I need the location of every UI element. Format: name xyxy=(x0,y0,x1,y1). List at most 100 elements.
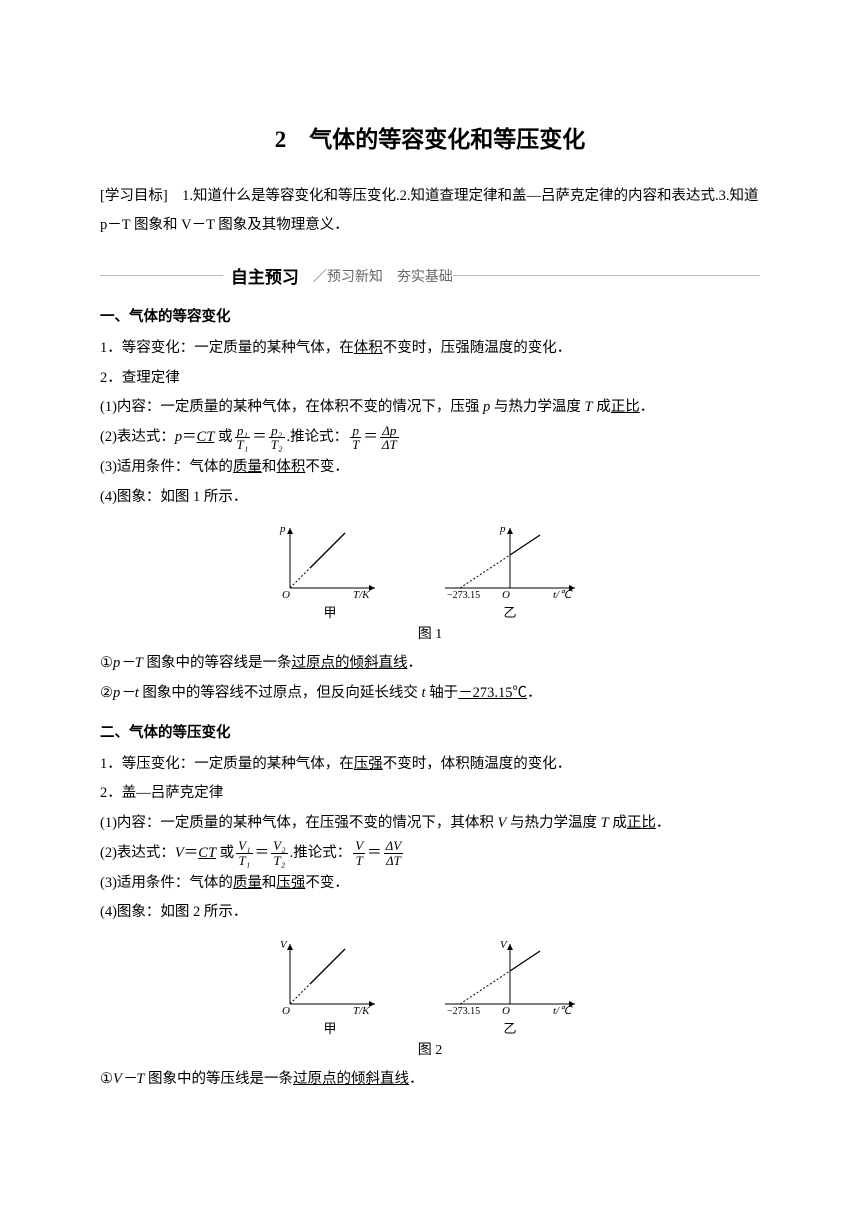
s1-p1: 1．等容变化：一定质量的某种气体，在体积不变时，压强随温度的变化． xyxy=(100,334,760,364)
s2-p2: 2．盖—吕萨克定律 xyxy=(100,779,760,809)
frac-den: T xyxy=(353,854,365,868)
text: ． xyxy=(656,815,671,831)
frac-num: p xyxy=(350,424,361,439)
frac-den: ΔT xyxy=(380,438,399,452)
sub-caption-jia: 甲 xyxy=(275,602,385,621)
text: ． xyxy=(527,685,542,701)
svg-text:t/℃: t/℃ xyxy=(553,1005,573,1016)
text: ． xyxy=(409,1071,424,1087)
s1-p3: (1)内容：一定质量的某种气体，在体积不变的情况下，压强 p 与热力学温度 T … xyxy=(100,393,760,423)
sub-caption-jia: 甲 xyxy=(275,1018,385,1037)
learning-objectives: [学习目标] 1.知道什么是等容变化和等压变化.2.知道查理定律和盖—吕萨克定律… xyxy=(100,182,760,240)
text: 不变时，压强随温度的变化． xyxy=(383,340,572,356)
underline-text: 正比 xyxy=(611,399,640,415)
banner-title: 自主预习 xyxy=(223,260,307,291)
underline-text: 压强 xyxy=(276,875,305,891)
figure-2: V O T/K 甲 V −273.15 O t/℃ 乙 xyxy=(100,936,760,1037)
banner-line xyxy=(453,275,760,276)
underline-text: 质量 xyxy=(233,459,262,475)
text: 轴于 xyxy=(426,685,459,701)
s2-p3: (1)内容：一定质量的某种气体，在压强不变的情况下，其体积 V 与热力学温度 T… xyxy=(100,809,760,839)
svg-text:p: p xyxy=(279,523,286,535)
text: 不变． xyxy=(305,875,349,891)
text: ＝ xyxy=(255,845,270,861)
s1-p5: (3)适用条件：气体的质量和体积不变． xyxy=(100,453,760,483)
sub-caption-yi: 乙 xyxy=(435,602,585,621)
text: 和 xyxy=(262,459,277,475)
text: 1．等压变化：一定质量的某种气体，在 xyxy=(100,756,354,772)
frac-den: T₁ xyxy=(235,438,251,452)
figure-2-caption: 图 2 xyxy=(100,1039,760,1059)
underline-text: －273.15℃ xyxy=(458,685,527,701)
text: 与热力学温度 xyxy=(490,399,584,415)
graph-2b: V −273.15 O t/℃ 乙 xyxy=(435,936,585,1037)
underline-text: 过原点的倾斜直线 xyxy=(291,655,407,671)
text: ① xyxy=(100,655,113,671)
formula-underline: CT xyxy=(198,845,216,861)
svg-text:−273.15: −273.15 xyxy=(447,1006,480,1016)
s1-p6: (4)图象：如图 1 所示． xyxy=(100,483,760,513)
objectives-label: [学习目标] xyxy=(100,188,168,204)
s2-p1: 1．等压变化：一定质量的某种气体，在压强不变时，体积随温度的变化． xyxy=(100,750,760,780)
underline-text: 体积 xyxy=(354,340,383,356)
svg-text:O: O xyxy=(282,1005,290,1016)
text: ＝ xyxy=(252,429,267,445)
text: (2)表达式： xyxy=(100,429,175,445)
text: 图象中的等容线是一条 xyxy=(143,655,292,671)
svg-text:V: V xyxy=(500,939,508,951)
banner-subtitle: ／预习新知 夯实基础 xyxy=(313,266,453,286)
underline-text: 正比 xyxy=(627,815,656,831)
text: (3)适用条件：气体的 xyxy=(100,459,233,475)
frac-den: T₂ xyxy=(271,854,287,868)
frac-num: V xyxy=(353,839,365,854)
svg-text:O: O xyxy=(502,589,510,600)
svg-text:p: p xyxy=(499,523,506,535)
graph-1b: p −273.15 O t/℃ 乙 xyxy=(435,520,585,621)
svg-text:T/K: T/K xyxy=(353,1005,370,1016)
s1-p7: ①p－T 图象中的等容线是一条过原点的倾斜直线． xyxy=(100,649,760,679)
graph-2a: V O T/K 甲 xyxy=(275,936,385,1037)
sub-caption-yi: 乙 xyxy=(435,1018,585,1037)
objectives-text: 1.知道什么是等容变化和等压变化.2.知道查理定律和盖—吕萨克定律的内容和表达式… xyxy=(100,188,759,233)
formula-var: V xyxy=(175,845,184,861)
frac-num: V₂ xyxy=(271,839,287,854)
svg-text:V: V xyxy=(280,939,288,951)
figure-1-caption: 图 1 xyxy=(100,623,760,643)
text: .推论式： xyxy=(287,429,349,445)
svg-text:−273.15: −273.15 xyxy=(447,590,480,600)
formula-underline: CT xyxy=(197,429,215,445)
underline-text: 体积 xyxy=(276,459,305,475)
text: .推论式： xyxy=(290,845,352,861)
text: 1．等容变化：一定质量的某种气体，在 xyxy=(100,340,354,356)
s1-p2: 2．查理定律 xyxy=(100,364,760,394)
frac-num: Δp xyxy=(380,424,399,439)
frac-den: ΔT xyxy=(384,854,404,868)
frac-den: T₁ xyxy=(236,854,252,868)
section-2-heading: 二、气体的等压变化 xyxy=(100,721,760,742)
s2-p5: (3)适用条件：气体的质量和压强不变． xyxy=(100,869,760,899)
text: ＝ xyxy=(363,429,378,445)
frac-num: p₂ xyxy=(269,424,285,439)
frac-num: ΔV xyxy=(384,839,404,854)
svg-text:t/℃: t/℃ xyxy=(553,589,573,600)
s2-p7: ①V－T 图象中的等压线是一条过原点的倾斜直线． xyxy=(100,1065,760,1095)
text: (2)表达式： xyxy=(100,845,175,861)
underline-text: 过原点的倾斜直线 xyxy=(293,1071,409,1087)
figure-1: p O T/K 甲 p −273.15 O t/℃ 乙 xyxy=(100,520,760,621)
text: ＝ xyxy=(367,845,382,861)
underline-text: 质量 xyxy=(233,875,262,891)
banner-line xyxy=(100,275,223,276)
svg-text:O: O xyxy=(502,1005,510,1016)
text: (3)适用条件：气体的 xyxy=(100,875,233,891)
text: 或 xyxy=(218,429,233,445)
text: 或 xyxy=(220,845,235,861)
svg-text:T/K: T/K xyxy=(353,589,370,600)
text: 和 xyxy=(262,875,277,891)
text: 图象中的等容线不过原点，但反向延长线交 xyxy=(139,685,422,701)
graph-1a: p O T/K 甲 xyxy=(275,520,385,621)
s2-p4-formula: (2)表达式：V＝CT 或V₁T₁＝V₂T₂.推论式：VT＝ΔVΔT xyxy=(100,839,760,869)
text: ． xyxy=(640,399,655,415)
text: 与热力学温度 xyxy=(506,815,600,831)
text: ② xyxy=(100,685,113,701)
text: 成 xyxy=(593,399,611,415)
